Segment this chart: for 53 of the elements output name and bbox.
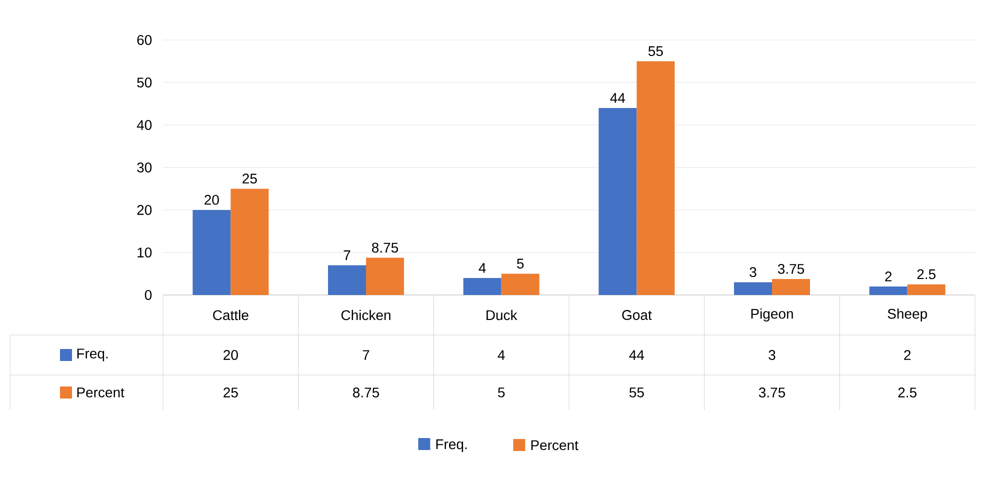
bar bbox=[734, 282, 772, 295]
x-tick-label: Cattle bbox=[213, 310, 248, 320]
y-tick-label: 20 bbox=[137, 205, 152, 215]
bar bbox=[772, 279, 810, 295]
bar bbox=[598, 108, 637, 295]
x-tick-label: Pigeon bbox=[751, 308, 793, 322]
text: 2.5 bbox=[917, 269, 936, 280]
legend-label: Freq. bbox=[77, 348, 108, 362]
text: 44 bbox=[610, 93, 626, 103]
x-tick-label: Goat bbox=[622, 310, 652, 320]
data-label: 44 bbox=[629, 350, 644, 360]
x-tick-label: Chicken bbox=[341, 310, 390, 320]
text: 7 bbox=[344, 250, 350, 260]
y-tick-label: 0 bbox=[144, 290, 152, 300]
data-label: 7 bbox=[362, 350, 370, 360]
data-label: 2 bbox=[904, 350, 911, 360]
data-label: 4 bbox=[498, 350, 505, 360]
text: 25 bbox=[242, 174, 257, 184]
bar bbox=[366, 258, 404, 295]
data-label: 55 bbox=[629, 388, 644, 398]
data-label: 8.75 bbox=[352, 388, 380, 398]
text: 4 bbox=[478, 263, 486, 273]
text: Percent bbox=[531, 440, 578, 450]
bar bbox=[230, 188, 269, 295]
data-label: 20 bbox=[224, 350, 238, 360]
bar bbox=[907, 284, 946, 295]
legend-label: Percent bbox=[77, 388, 124, 398]
y-tick-label: 60 bbox=[137, 35, 152, 45]
data-label: 3 bbox=[768, 350, 776, 360]
x-tick-label: Sheep bbox=[888, 308, 927, 322]
text: 2 bbox=[885, 272, 892, 282]
bar bbox=[501, 274, 540, 295]
data-label: 2.5 bbox=[898, 388, 916, 398]
data-label: 25 bbox=[224, 388, 238, 398]
text: 5 bbox=[517, 258, 524, 269]
x-tick-label: Duck bbox=[486, 310, 518, 320]
y-tick-label: 10 bbox=[138, 248, 152, 258]
data-label: 3.75 bbox=[758, 388, 786, 398]
bar bbox=[192, 210, 231, 295]
text: Freq. bbox=[436, 439, 467, 452]
text: 3.75 bbox=[778, 264, 804, 274]
text: 20 bbox=[204, 194, 219, 205]
bar bbox=[869, 286, 908, 295]
data-label: 5 bbox=[498, 388, 505, 398]
y-tick-label: 30 bbox=[137, 162, 152, 172]
bar bbox=[463, 278, 502, 295]
text: 55 bbox=[648, 46, 663, 56]
text: 3 bbox=[750, 267, 756, 278]
y-tick-label: 50 bbox=[137, 78, 152, 88]
text: 8.75 bbox=[372, 242, 398, 253]
bar bbox=[328, 265, 366, 295]
bar bbox=[636, 61, 675, 295]
y-tick-label: 40 bbox=[136, 120, 152, 130]
